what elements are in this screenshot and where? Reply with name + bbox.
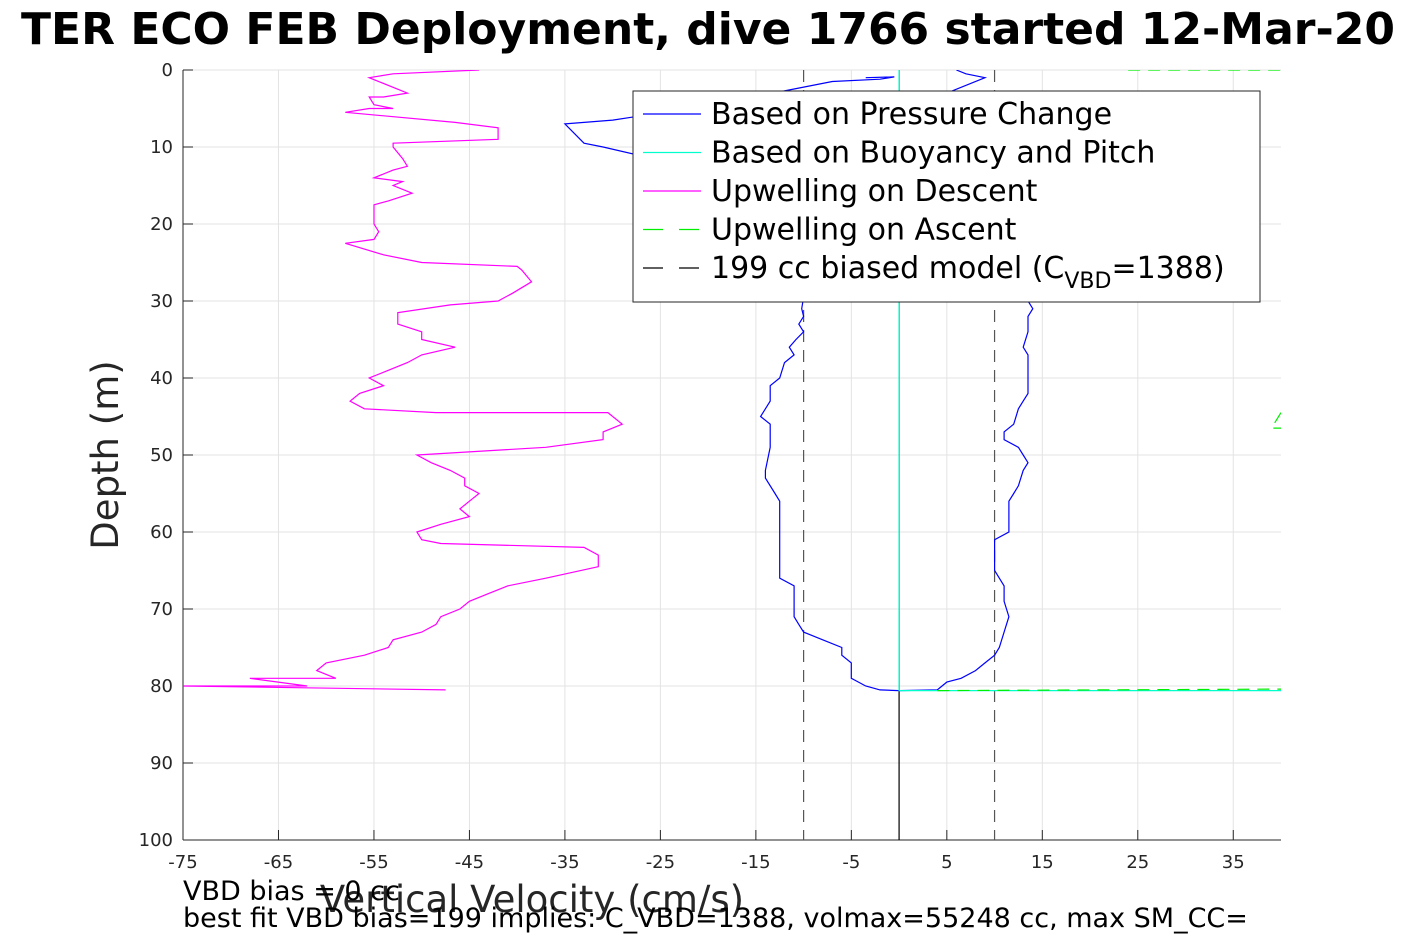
x-tick-label: -45 [455, 852, 484, 873]
series-line-2 [183, 70, 624, 691]
legend-label: Based on Pressure Change [711, 97, 1112, 132]
legend-label: 199 cc biased model (CVBD=1388) [711, 251, 1225, 294]
legend-label: Upwelling on Descent [711, 174, 1038, 209]
y-tick-label: 20 [150, 214, 173, 235]
x-tick-label: 15 [1031, 852, 1054, 873]
x-tick-label: 5 [941, 852, 952, 873]
legend-label: Upwelling on Ascent [711, 213, 1017, 248]
y-tick-label: 10 [150, 137, 173, 158]
x-tick-label: -35 [550, 852, 579, 873]
legend-label-text: 199 cc biased model (C [711, 251, 1064, 286]
legend-label-text: Based on Buoyancy and Pitch [711, 136, 1155, 171]
series-line-5 [937, 688, 1281, 692]
x-axis-label: Vertical Velocity (cm/s) [320, 878, 744, 921]
legend-label-sub: VBD [1064, 269, 1111, 294]
y-tick-label: 50 [150, 445, 173, 466]
x-tick-label: -75 [168, 852, 197, 873]
y-axis-label: Depth (m) [84, 360, 127, 549]
y-tick-label: 30 [150, 291, 173, 312]
y-tick-label: 0 [162, 60, 173, 81]
y-tick-label: 80 [150, 676, 173, 697]
y-tick-label: 70 [150, 599, 173, 620]
x-tick-label: 25 [1126, 852, 1149, 873]
series-line-4 [1270, 412, 1281, 429]
series-line-0 [563, 70, 1034, 692]
y-tick-label: 100 [139, 830, 173, 851]
legend-label: Based on Buoyancy and Pitch [711, 136, 1155, 171]
footer-vbd-bias: VBD bias = 0 cc [183, 876, 400, 907]
x-tick-label: -55 [359, 852, 388, 873]
x-tick-label: -5 [842, 852, 860, 873]
legend-label-text: Upwelling on Descent [711, 174, 1038, 209]
chart-title: TER ECO FEB Deployment, dive 1766 starte… [21, 4, 1395, 55]
legend-box [632, 90, 1261, 303]
y-tick-label: 40 [150, 368, 173, 389]
x-tick-label: -25 [646, 852, 675, 873]
legend-label-text: Based on Pressure Change [711, 97, 1112, 132]
y-tick-label: 90 [150, 753, 173, 774]
x-tick-label: 35 [1222, 852, 1245, 873]
legend-label-suffix: =1388) [1111, 251, 1224, 286]
footer-best-fit: best fit VBD bias=199 implies: C_VBD=138… [183, 903, 1248, 934]
x-tick-label: -65 [264, 852, 293, 873]
y-tick-label: 60 [150, 522, 173, 543]
legend-label-text: Upwelling on Ascent [711, 213, 1017, 248]
x-tick-label: -15 [741, 852, 770, 873]
